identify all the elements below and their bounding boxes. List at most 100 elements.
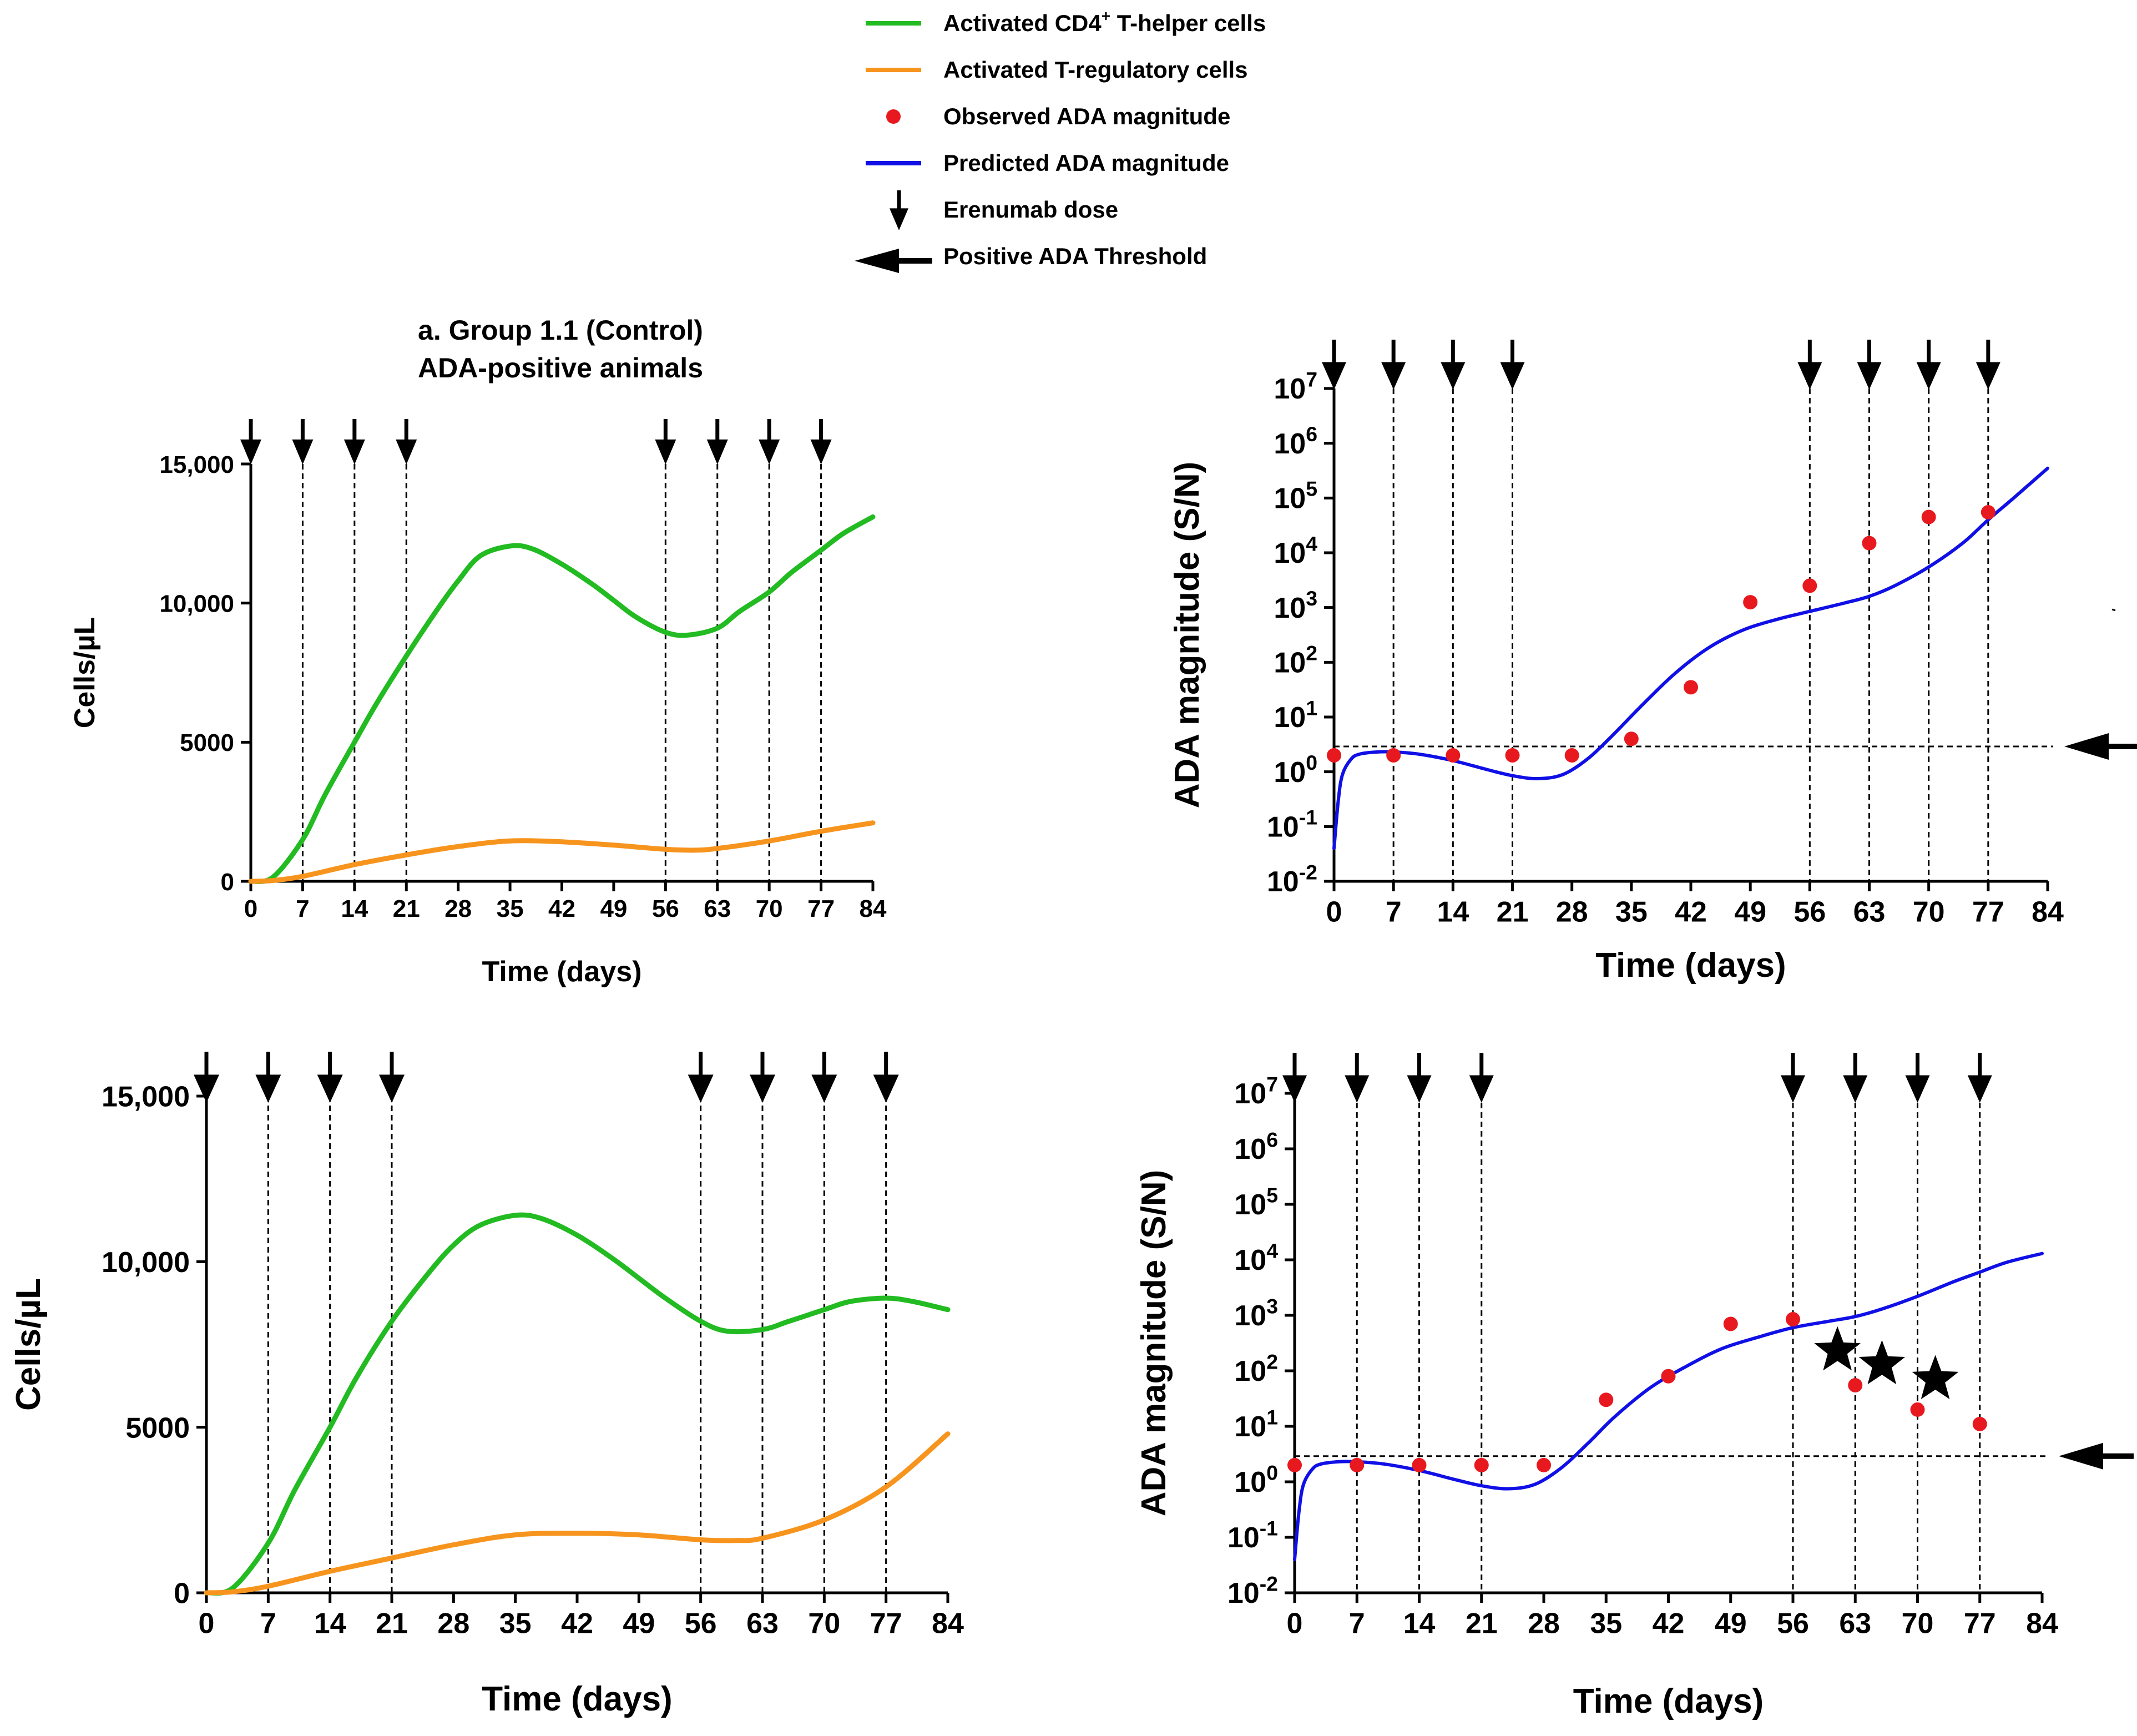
- chart-a-cells: a. Group 1.1 (Control) ADA-positive anima…: [69, 315, 887, 988]
- y-tick-label: 5000: [180, 729, 234, 756]
- x-tick-label: 63: [1853, 896, 1886, 928]
- dose-arrow-icon-head: [811, 1074, 837, 1103]
- x-tick-label: 56: [652, 895, 679, 922]
- x-tick-label: 70: [756, 895, 783, 922]
- x-tick-label: 63: [1839, 1608, 1871, 1640]
- y-tick-label: 10-2: [1227, 1572, 1278, 1609]
- predicted-ada-line: [1293, 1251, 2044, 1561]
- x-tick-label: 49: [1715, 1608, 1747, 1640]
- x-tick-label: 84: [932, 1608, 964, 1640]
- y-tick-exponent: 5: [1266, 1183, 1278, 1207]
- legend-label: Predicted ADA magnitude: [943, 150, 1229, 176]
- y-tick-exponent: -2: [1299, 860, 1317, 884]
- y-tick-label: 106: [1234, 1128, 1278, 1165]
- observed-ada-point: [1862, 536, 1877, 551]
- dose-arrow-icon-head: [759, 439, 780, 465]
- x-tick-label: 70: [1902, 1608, 1934, 1640]
- y-tick-exponent: 5: [1306, 477, 1317, 501]
- star-icon: [1858, 1340, 1906, 1385]
- x-tick-label: 14: [341, 895, 368, 922]
- legend-label: Activated T-regulatory cells: [943, 57, 1248, 83]
- x-tick-label: 49: [623, 1608, 655, 1640]
- observed-ada-point: [1661, 1369, 1676, 1384]
- x-tick-label: 0: [199, 1608, 215, 1640]
- y-tick-exponent: 6: [1306, 422, 1317, 446]
- threshold-arrow-icon-head: [2064, 733, 2109, 760]
- dose-arrow-icon-head: [1781, 1075, 1805, 1103]
- dose-arrow-icon-head: [343, 439, 365, 465]
- y-tick-base: 10: [1227, 1577, 1260, 1609]
- stray-mark: [2111, 608, 2116, 612]
- y-tick-label: 0: [221, 869, 234, 896]
- legend-dot-swatch: [886, 109, 901, 124]
- y-tick-base: 10: [1274, 483, 1306, 515]
- y-tick-label: 105: [1234, 1183, 1278, 1221]
- x-tick-label: 21: [393, 895, 420, 922]
- chart-title: a. Group 1.1 (Control): [418, 315, 703, 346]
- x-tick-label: 28: [444, 895, 472, 922]
- x-tick-label: 42: [561, 1608, 593, 1640]
- legend-label: Activated CD4+ T-helper cells: [943, 7, 1266, 36]
- y-tick-label: 104: [1274, 532, 1317, 569]
- x-tick-label: 70: [1913, 896, 1945, 928]
- x-tick-label: 77: [807, 895, 835, 922]
- dose-arrow-icon-head: [396, 439, 417, 465]
- x-tick-label: 21: [1466, 1608, 1498, 1640]
- series-line: [248, 514, 876, 884]
- x-tick-label: 84: [2026, 1608, 2058, 1640]
- observed-ada-point: [1350, 1457, 1365, 1472]
- y-axis-label: Cells/µL: [9, 1278, 48, 1411]
- dose-arrow-icon-head: [1469, 1075, 1494, 1103]
- y-tick-label: 107: [1234, 1072, 1278, 1110]
- y-tick-base: 10: [1274, 428, 1306, 460]
- x-tick-label: 0: [1287, 1608, 1303, 1640]
- y-tick-exponent: 7: [1306, 367, 1317, 391]
- dose-arrow-icon-head: [655, 439, 676, 465]
- y-tick-exponent: 6: [1266, 1128, 1278, 1151]
- y-tick-exponent: 4: [1306, 532, 1317, 555]
- x-tick-label: 7: [260, 1608, 276, 1640]
- y-tick-label: 10-2: [1267, 860, 1317, 898]
- legend-label: Observed ADA magnitude: [943, 103, 1230, 129]
- y-tick-label: 100: [1234, 1461, 1278, 1498]
- legend-label-tail: T-helper cells: [1110, 10, 1266, 36]
- legend-left-arrow-icon-head: [855, 249, 899, 273]
- y-tick-exponent: -1: [1299, 806, 1317, 829]
- y-tick-label: 103: [1234, 1294, 1278, 1332]
- legend-label-text: Positive ADA Threshold: [943, 243, 1207, 269]
- y-tick-base: 10: [1274, 702, 1306, 734]
- dose-arrow-icon-head: [1916, 362, 1941, 390]
- x-tick-label: 56: [685, 1608, 717, 1640]
- y-tick-base: 10: [1274, 647, 1306, 679]
- y-tick-base: 10: [1234, 1133, 1266, 1165]
- y-tick-base: 10: [1267, 866, 1299, 898]
- dose-arrow-icon-head: [1797, 362, 1822, 390]
- x-tick-label: 14: [1437, 896, 1469, 928]
- x-tick-label: 28: [1528, 1608, 1560, 1640]
- dose-arrow-icon-head: [1843, 1075, 1868, 1103]
- y-tick-exponent: 4: [1266, 1239, 1278, 1262]
- threshold-arrow-icon-head: [2059, 1442, 2103, 1470]
- x-tick-label: 42: [548, 895, 575, 922]
- observed-ada-point: [1564, 748, 1579, 763]
- y-tick-base: 10: [1234, 1189, 1266, 1221]
- observed-ada-point: [1412, 1457, 1427, 1472]
- dose-arrow-icon-head: [688, 1074, 714, 1103]
- x-tick-label: 63: [704, 895, 731, 922]
- x-tick-label: 56: [1777, 1608, 1809, 1640]
- dose-arrow-icon-head: [1905, 1075, 1930, 1103]
- x-tick-label: 77: [870, 1608, 902, 1640]
- dose-arrow-icon-head: [1976, 362, 2000, 390]
- x-tick-label: 42: [1675, 896, 1707, 928]
- y-tick-label: 10-1: [1227, 1516, 1278, 1554]
- dose-arrow-icon-head: [1967, 1075, 1992, 1103]
- x-axis-label: Time (days): [482, 956, 641, 988]
- x-tick-label: 21: [1497, 896, 1529, 928]
- x-tick-label: 56: [1794, 896, 1826, 928]
- y-tick-exponent: 7: [1266, 1072, 1278, 1096]
- legend-item-0: Activated CD4+ T-helper cells: [866, 7, 1266, 36]
- x-tick-label: 28: [1556, 896, 1588, 928]
